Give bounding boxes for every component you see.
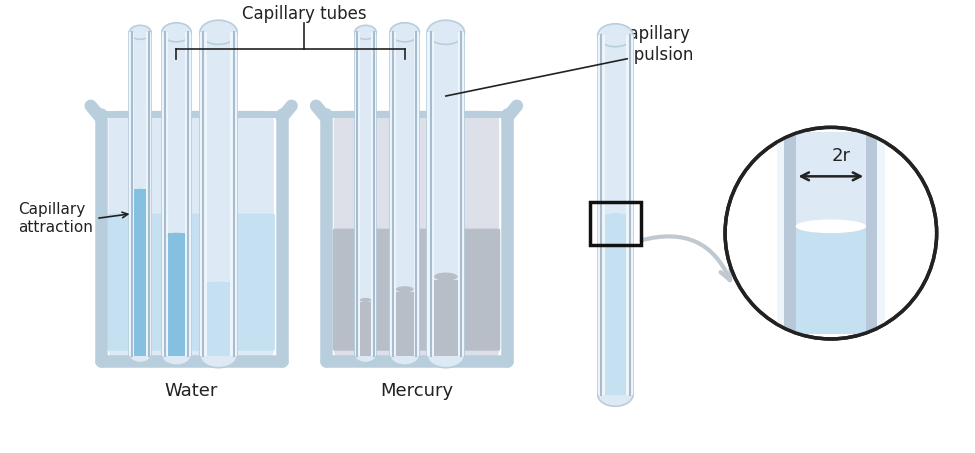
- Ellipse shape: [434, 273, 457, 281]
- Bar: [162, 32, 191, 356]
- Text: 2r: 2r: [831, 147, 850, 164]
- Bar: [434, 280, 457, 356]
- FancyBboxPatch shape: [333, 111, 499, 361]
- Bar: [390, 32, 419, 356]
- Ellipse shape: [200, 343, 237, 368]
- Text: Capillary
attraction: Capillary attraction: [18, 202, 93, 235]
- Bar: [396, 292, 413, 356]
- Ellipse shape: [130, 349, 151, 362]
- Bar: [360, 302, 371, 356]
- Bar: [604, 213, 626, 395]
- Bar: [200, 32, 207, 356]
- Bar: [371, 32, 376, 356]
- Text: Capillary
repulsion: Capillary repulsion: [617, 25, 693, 64]
- Bar: [626, 35, 633, 395]
- Ellipse shape: [200, 20, 237, 44]
- Ellipse shape: [162, 23, 191, 42]
- Bar: [230, 32, 237, 356]
- Bar: [135, 189, 146, 356]
- Bar: [162, 32, 168, 356]
- Text: Water: Water: [165, 382, 217, 400]
- Bar: [598, 35, 633, 395]
- Ellipse shape: [427, 343, 464, 368]
- Bar: [355, 32, 376, 356]
- Bar: [866, 132, 884, 334]
- Ellipse shape: [168, 233, 185, 239]
- Ellipse shape: [598, 24, 633, 47]
- FancyBboxPatch shape: [332, 229, 500, 351]
- Bar: [168, 233, 185, 356]
- Ellipse shape: [604, 213, 626, 221]
- Bar: [598, 35, 604, 395]
- Ellipse shape: [355, 25, 376, 39]
- FancyBboxPatch shape: [108, 111, 274, 361]
- Circle shape: [725, 127, 937, 339]
- Bar: [796, 228, 866, 334]
- Ellipse shape: [207, 282, 230, 290]
- Bar: [457, 32, 464, 356]
- Ellipse shape: [427, 20, 464, 44]
- Ellipse shape: [598, 383, 633, 406]
- Bar: [355, 32, 360, 356]
- Ellipse shape: [390, 23, 419, 42]
- Ellipse shape: [135, 189, 146, 193]
- Bar: [185, 32, 191, 356]
- Bar: [777, 132, 796, 334]
- Bar: [200, 32, 237, 356]
- Bar: [878, 132, 884, 334]
- Ellipse shape: [355, 349, 376, 362]
- Bar: [427, 32, 434, 356]
- Ellipse shape: [360, 298, 371, 302]
- Ellipse shape: [396, 286, 413, 292]
- Bar: [427, 32, 464, 356]
- Ellipse shape: [796, 227, 866, 245]
- Bar: [130, 32, 135, 356]
- Bar: [590, 202, 641, 245]
- Ellipse shape: [796, 219, 866, 233]
- Bar: [777, 132, 785, 334]
- Ellipse shape: [390, 346, 419, 365]
- Ellipse shape: [130, 25, 151, 39]
- Bar: [413, 32, 419, 356]
- Bar: [130, 32, 151, 356]
- Text: Capillary tubes: Capillary tubes: [242, 5, 367, 23]
- Bar: [146, 32, 151, 356]
- Bar: [207, 282, 230, 356]
- Bar: [390, 32, 396, 356]
- FancyBboxPatch shape: [107, 214, 275, 351]
- Ellipse shape: [162, 346, 191, 365]
- Text: Mercury: Mercury: [380, 382, 453, 400]
- Bar: [777, 132, 884, 334]
